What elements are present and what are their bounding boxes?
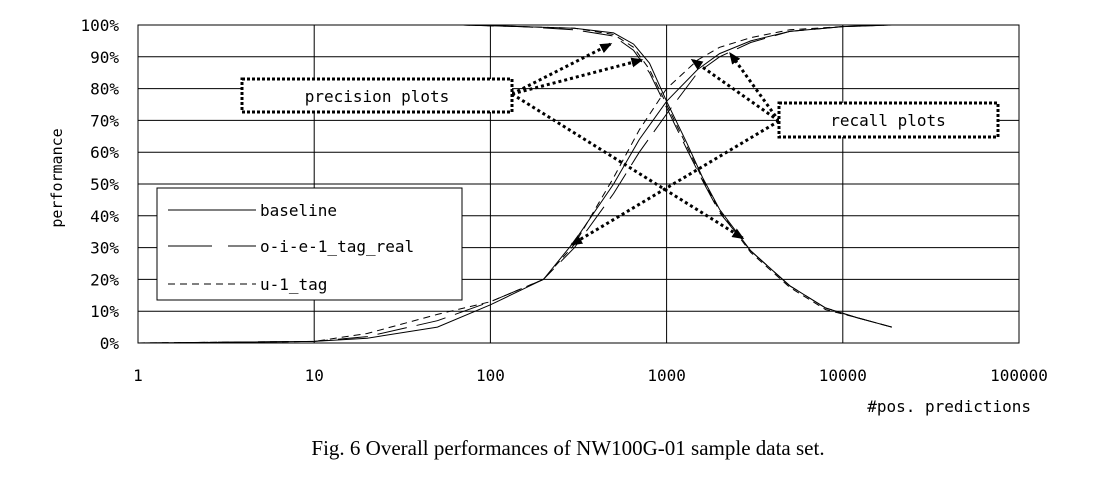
plot-area-border	[137, 24, 1020, 344]
x-tick-labels: 1 10 100 1000 10000 100000	[133, 366, 1048, 385]
x-tick-label: 1000	[647, 366, 686, 385]
y-tick-label: 80%	[90, 80, 119, 99]
figure-caption: Fig. 6 Overall performances of NW100G-01…	[311, 436, 824, 460]
legend: baseline o-i-e-1_tag_real u-1_tag	[156, 187, 463, 301]
x-tick-label: 1	[133, 366, 143, 385]
series-line-recall-o-i-e-1-tag-real	[137, 24, 892, 344]
y-tick-label: 100%	[80, 16, 119, 35]
recall-plots-label: recall plots	[830, 111, 946, 130]
series-line-precision-o-i-e-1-tag-real	[463, 24, 893, 328]
x-tick-label: 10	[305, 366, 324, 385]
legend-label-u-1-tag: u-1_tag	[260, 275, 327, 294]
recall-plots-callout: recall plots	[777, 101, 1000, 139]
y-tick-label: 10%	[90, 302, 119, 321]
y-tick-label: 30%	[90, 239, 119, 258]
y-tick-label: 50%	[90, 175, 119, 194]
x-axis-label: #pos. predictions	[867, 397, 1031, 416]
y-tick-label: 40%	[90, 207, 119, 226]
y-tick-label: 20%	[90, 270, 119, 289]
annotation-arrow	[511, 92, 745, 240]
x-tick-label: 10000	[819, 366, 867, 385]
y-tick-labels: 0% 10% 20% 30% 40% 50% 60% 70% 80% 90% 100%	[80, 16, 119, 353]
annotation-arrow	[511, 57, 644, 96]
legend-label-o-i-e-1-tag-real: o-i-e-1_tag_real	[260, 237, 414, 256]
precision-plots-label: precision plots	[305, 87, 450, 106]
series-line-precision-baseline	[463, 24, 893, 328]
y-axis-label: performance	[48, 128, 66, 227]
series-line-recall-baseline	[137, 24, 892, 344]
annotation-arrow	[511, 42, 613, 96]
y-tick-label: 90%	[90, 48, 119, 67]
y-tick-label: 70%	[90, 111, 119, 130]
x-tick-label: 100000	[990, 366, 1048, 385]
precision-plots-callout: precision plots	[240, 77, 514, 114]
x-tick-label: 100	[476, 366, 505, 385]
annotation-arrow	[690, 58, 780, 123]
annotation-arrows	[511, 42, 781, 246]
series-lines	[137, 24, 893, 344]
annotation-arrow	[570, 119, 780, 246]
y-tick-label: 60%	[90, 143, 119, 162]
legend-label-baseline: baseline	[260, 201, 337, 220]
annotation-arrow	[729, 51, 781, 122]
y-tick-label: 0%	[100, 334, 120, 353]
series-line-recall-u-1-tag	[137, 24, 892, 344]
series-line-precision-u-1-tag	[463, 24, 893, 328]
